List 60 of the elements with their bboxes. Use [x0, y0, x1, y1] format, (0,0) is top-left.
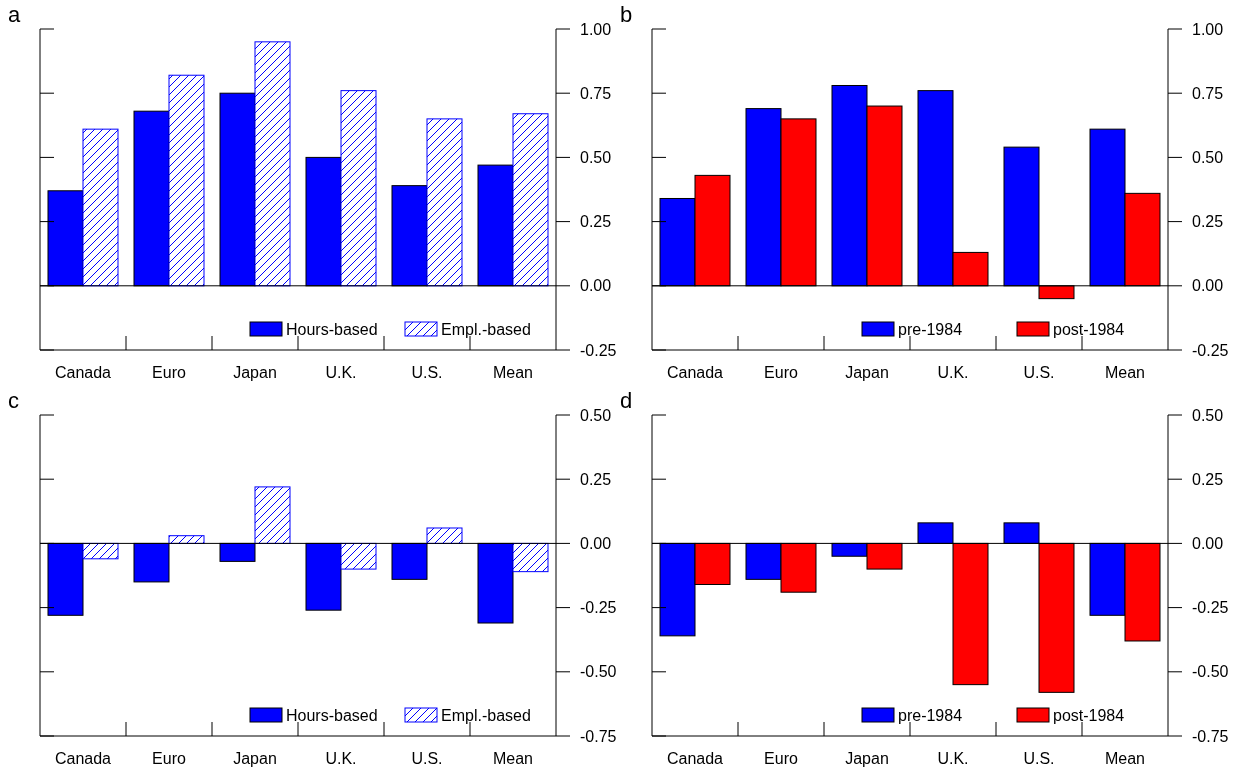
y-tick-label: -0.75 — [580, 727, 617, 745]
y-tick-label: -0.50 — [580, 663, 617, 681]
y-tick-label: 0.25 — [580, 213, 612, 231]
x-tick-label: Canada — [54, 750, 112, 767]
x-tick-label: U.K. — [937, 750, 969, 767]
x-tick-label: U.S. — [411, 750, 443, 767]
x-tick-label: U.S. — [1023, 364, 1055, 381]
y-tick-label: 0.25 — [1192, 213, 1224, 231]
y-tick-label: -0.25 — [580, 341, 617, 359]
legend-label: post-1984 — [1053, 706, 1125, 724]
x-tick-label: U.S. — [1023, 750, 1055, 767]
y-tick-label: 0.25 — [1192, 470, 1224, 488]
y-tick-label: 0.25 — [580, 470, 612, 488]
x-tick-label: Japan — [233, 364, 277, 381]
legend-label: Hours-based — [286, 706, 378, 724]
y-tick-label: 0.50 — [580, 406, 612, 424]
chart-title: c — [8, 388, 19, 413]
x-tick-label: Japan — [845, 750, 889, 767]
y-tick-label: 0.50 — [1192, 406, 1224, 424]
y-tick-label: 0.75 — [1192, 84, 1224, 102]
chart-title: b — [620, 2, 633, 27]
legend-label: post-1984 — [1053, 320, 1125, 338]
x-tick-label: Euro — [764, 364, 798, 381]
x-tick-label: Canada — [666, 364, 724, 381]
y-tick-label: -0.25 — [1192, 599, 1229, 617]
y-tick-label: -0.25 — [1192, 341, 1229, 359]
legend-label: pre-1984 — [898, 320, 963, 338]
chart-title: a — [8, 2, 21, 27]
y-tick-label: 0.75 — [580, 84, 612, 102]
x-tick-label: U.K. — [325, 364, 357, 381]
y-tick-label: 1.00 — [580, 20, 612, 38]
x-tick-label: U.K. — [937, 364, 969, 381]
x-tick-label: U.S. — [411, 364, 443, 381]
x-tick-label: Euro — [152, 364, 186, 381]
x-tick-label: Mean — [492, 364, 534, 381]
x-tick-label: Mean — [1104, 364, 1146, 381]
y-tick-label: -0.75 — [1192, 727, 1229, 745]
legend-label: Hours-based — [286, 320, 378, 338]
x-tick-label: Mean — [1104, 750, 1146, 767]
legend-label: Empl.-based — [441, 320, 531, 338]
y-tick-label: 0.50 — [580, 149, 612, 166]
y-tick-label: 0.00 — [1192, 277, 1224, 295]
legend-label: pre-1984 — [898, 706, 963, 724]
y-tick-label: -0.50 — [1192, 663, 1229, 681]
x-tick-label: U.K. — [325, 750, 357, 767]
x-tick-label: Canada — [54, 364, 112, 381]
x-tick-label: Euro — [152, 750, 186, 767]
x-tick-label: Japan — [233, 750, 277, 767]
y-tick-label: 0.00 — [580, 535, 612, 552]
x-tick-label: Euro — [764, 750, 798, 767]
y-tick-label: 0.00 — [1192, 535, 1224, 552]
y-tick-label: -0.25 — [580, 599, 617, 617]
x-tick-label: Mean — [492, 750, 534, 767]
y-tick-label: 1.00 — [1192, 20, 1224, 38]
y-tick-label: 0.00 — [580, 277, 612, 295]
y-tick-label: 0.50 — [1192, 149, 1224, 166]
x-tick-label: Canada — [666, 750, 724, 767]
legend-label: Empl.-based — [441, 706, 531, 724]
x-tick-label: Japan — [845, 364, 889, 381]
chart-title: d — [620, 388, 633, 413]
